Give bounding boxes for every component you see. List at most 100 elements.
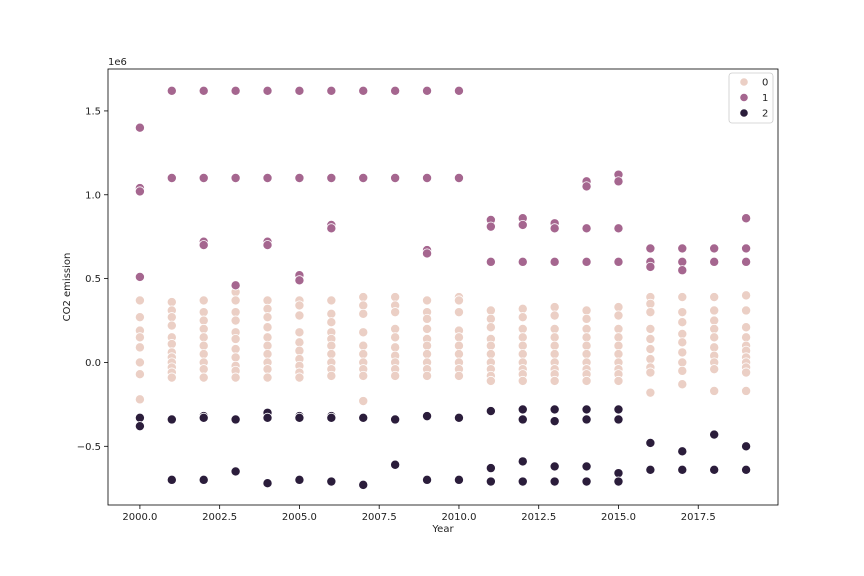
data-point: [422, 474, 433, 485]
data-point: [613, 476, 624, 487]
data-point: [294, 172, 305, 183]
data-point: [230, 352, 241, 363]
y-axis: −0.5 0.0 0.5 1.0 1.5: [77, 106, 108, 453]
data-point: [453, 370, 464, 381]
data-point: [517, 349, 528, 360]
data-point: [166, 320, 177, 331]
data-point: [390, 292, 401, 303]
data-point: [198, 340, 209, 351]
data-point: [326, 476, 337, 487]
data-point: [230, 466, 241, 477]
data-point: [390, 323, 401, 334]
data-point: [677, 337, 688, 348]
data-point: [741, 385, 752, 396]
data-point: [517, 256, 528, 267]
data-point: [549, 223, 560, 234]
data-point: [262, 349, 273, 360]
y-tick-label: 1.5: [85, 106, 101, 117]
data-point: [549, 310, 560, 321]
data-point: [262, 412, 273, 423]
data-point: [485, 221, 496, 232]
data-point: [709, 385, 720, 396]
data-point: [581, 305, 592, 316]
data-point: [645, 307, 656, 318]
x-tick-label: 2012.5: [521, 512, 556, 523]
data-point: [326, 370, 337, 381]
legend-label: 2: [762, 109, 768, 120]
data-point: [230, 333, 241, 344]
x-axis-label: Year: [431, 524, 454, 535]
data-point: [677, 292, 688, 303]
data-point: [326, 223, 337, 234]
data-point: [485, 305, 496, 316]
data-point: [613, 375, 624, 386]
data-point: [485, 322, 496, 333]
series-0: [134, 287, 752, 407]
data-point: [453, 474, 464, 485]
data-point: [262, 303, 273, 314]
data-point: [166, 339, 177, 350]
data-point: [294, 412, 305, 423]
data-point: [581, 181, 592, 192]
data-point: [166, 372, 177, 383]
data-point: [613, 302, 624, 313]
data-point: [549, 323, 560, 334]
data-point: [390, 307, 401, 318]
data-point: [422, 411, 433, 422]
data-point: [198, 315, 209, 326]
data-point: [230, 414, 241, 425]
data-point: [198, 85, 209, 96]
data-point: [134, 342, 145, 353]
x-tick-label: 2015.0: [601, 512, 636, 523]
data-point: [485, 476, 496, 487]
data-point: [645, 333, 656, 344]
data-point: [390, 332, 401, 343]
data-point: [422, 295, 433, 306]
data-point: [517, 312, 528, 323]
data-point: [358, 300, 369, 311]
data-point: [422, 172, 433, 183]
data-point: [645, 344, 656, 355]
data-point: [358, 349, 369, 360]
data-point: [166, 172, 177, 183]
data-point: [677, 256, 688, 267]
y-tick-label: 0.5: [85, 274, 101, 285]
legend-marker: [739, 108, 749, 118]
data-point: [326, 412, 337, 423]
data-point: [613, 176, 624, 187]
data-point: [549, 404, 560, 415]
data-point: [485, 375, 496, 386]
data-point: [326, 308, 337, 319]
data-point: [613, 340, 624, 351]
data-point: [326, 172, 337, 183]
data-point: [485, 463, 496, 474]
data-point: [645, 464, 656, 475]
data-point: [709, 292, 720, 303]
data-point: [134, 332, 145, 343]
data-point: [358, 327, 369, 338]
data-point: [230, 372, 241, 383]
data-point: [549, 375, 560, 386]
data-point: [485, 340, 496, 351]
x-tick-label: 2005.0: [282, 512, 317, 523]
y-tick-label: −0.5: [77, 442, 101, 453]
data-point: [262, 312, 273, 323]
data-point: [230, 295, 241, 306]
legend-marker: [739, 77, 749, 87]
data-point: [709, 315, 720, 326]
data-point: [677, 365, 688, 376]
data-point: [613, 404, 624, 415]
data-point: [517, 303, 528, 314]
data-point: [517, 375, 528, 386]
data-point: [198, 323, 209, 334]
data-point: [517, 456, 528, 467]
data-point: [134, 122, 145, 133]
data-point: [262, 172, 273, 183]
data-point: [262, 240, 273, 251]
data-point: [358, 292, 369, 303]
data-point: [294, 372, 305, 383]
data-point: [262, 340, 273, 351]
data-point: [581, 476, 592, 487]
data-point: [485, 349, 496, 360]
data-point: [198, 240, 209, 251]
